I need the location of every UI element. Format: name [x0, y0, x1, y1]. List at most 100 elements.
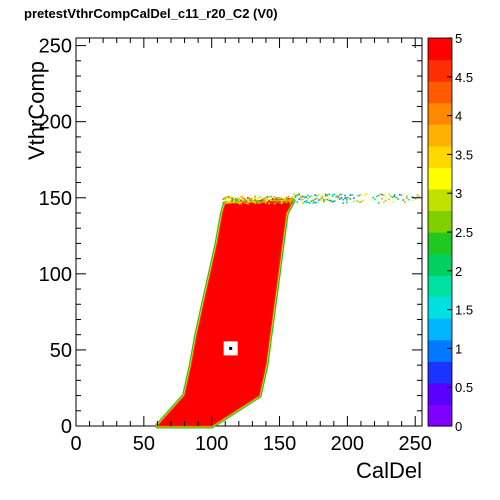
fringe-pixel: [275, 201, 278, 204]
fringe-pixel: [358, 194, 360, 197]
fringe-pixel: [271, 200, 274, 203]
fringe-pixel: [346, 196, 348, 199]
fringe-pixel: [273, 198, 276, 201]
fringe-pixel: [229, 195, 232, 198]
fringe-pixel: [238, 202, 240, 205]
fringe-pixel: [280, 199, 283, 202]
fringe-pixel: [263, 201, 265, 203]
fringe-pixel: [296, 194, 299, 196]
colorbar-swatch: [428, 275, 452, 298]
colorbar-swatch: [428, 339, 452, 362]
fringe-pixel: [317, 193, 320, 196]
fringe-pixel: [238, 198, 240, 200]
fringe-pixel: [314, 198, 316, 201]
fringe-pixel: [254, 195, 256, 198]
fringe-pixel: [240, 203, 242, 205]
colorbar-tick-label: 4: [455, 109, 462, 124]
fringe-pixel: [287, 198, 290, 200]
fringe-pixel: [335, 196, 337, 198]
fringe-pixel: [303, 200, 306, 203]
fringe-pixel: [365, 193, 367, 195]
fringe-pixel: [353, 197, 355, 199]
fringe-pixel: [391, 201, 394, 203]
fringe-pixel: [236, 200, 239, 203]
x-tick-label: 150: [263, 433, 296, 455]
fringe-pixel: [287, 199, 290, 202]
colorbar-swatch: [428, 210, 452, 233]
plot-title: pretestVthrCompCalDel_c11_r20_C2 (V0): [24, 6, 278, 21]
fringe-pixel: [275, 197, 278, 200]
fringe-pixel: [316, 197, 318, 200]
fringe-pixel: [312, 202, 315, 204]
fringe-pixel: [261, 200, 263, 203]
fringe-pixel: [289, 200, 292, 203]
fringe-pixel: [257, 202, 260, 204]
fringe-pixel: [277, 197, 279, 199]
fringe-pixel: [379, 193, 382, 195]
fringe-pixel: [234, 198, 237, 200]
fringe-pixel: [293, 195, 295, 198]
fringe-pixel: [309, 202, 311, 204]
fringe-pixel: [273, 202, 276, 205]
fringe-pixel: [344, 197, 346, 200]
fringe-pixel: [261, 198, 263, 201]
fringe-pixel: [294, 195, 297, 197]
fringe-pixel: [234, 201, 237, 203]
fringe-pixel: [229, 197, 232, 199]
fringe-pixel: [270, 201, 272, 204]
fringe-pixel: [328, 193, 330, 196]
fringe-pixel: [324, 195, 327, 197]
fringe-pixel: [384, 199, 387, 202]
fringe-pixel: [241, 198, 244, 200]
fringe-pixel: [286, 202, 288, 205]
fringe-pixel: [229, 200, 232, 202]
fringe-pixel: [256, 198, 258, 201]
colorbar-swatch: [428, 296, 452, 319]
heatmap-data-layer: [154, 193, 420, 429]
fringe-pixel: [314, 194, 316, 196]
y-tick-label: 200: [39, 112, 72, 134]
fringe-pixel: [231, 197, 233, 200]
fringe-pixel: [393, 194, 396, 196]
colorbar-tick-label: 4.5: [455, 70, 473, 85]
fringe-pixel: [247, 203, 249, 205]
fringe-pixel: [363, 194, 366, 197]
fringe-pixel: [330, 201, 332, 203]
fringe-pixel: [286, 201, 288, 203]
fringe-pixel: [254, 197, 256, 199]
fringe-pixel: [398, 193, 401, 196]
colorbar-tick-label: 2.5: [455, 225, 473, 240]
fringe-pixel: [233, 197, 235, 200]
fringe-pixel: [254, 202, 256, 204]
y-tick-label: 150: [39, 188, 72, 210]
fringe-pixel: [360, 201, 362, 203]
fringe-pixel: [376, 195, 378, 198]
fringe-pixel: [236, 199, 239, 201]
fringe-pixel: [268, 200, 270, 202]
fringe-pixel: [289, 202, 292, 205]
fringe-pixel: [416, 195, 419, 198]
fringe-pixel: [229, 201, 232, 204]
fringe-pixel: [249, 198, 251, 200]
fringe-pixel: [307, 194, 309, 197]
fringe-pixel: [277, 200, 279, 203]
fringe-pixel: [342, 198, 345, 201]
fringe-pixel: [291, 202, 293, 204]
colorbar-swatch: [428, 59, 452, 82]
colorbar-tick-label: 5: [455, 31, 462, 46]
colorbar-swatch: [428, 81, 452, 104]
colorbar-swatch: [428, 382, 452, 406]
y-tick-label: 250: [39, 36, 72, 58]
fringe-pixel: [236, 199, 239, 202]
fringe-pixel: [346, 199, 348, 201]
fringe-pixel: [377, 202, 380, 204]
fringe-pixel: [333, 200, 336, 202]
fringe-pixel: [381, 193, 383, 196]
fringe-pixel: [339, 198, 341, 200]
fringe-pixel: [319, 198, 322, 200]
fringe-pixel: [391, 196, 394, 199]
fringe-pixel: [393, 195, 396, 198]
fringe-pixel: [346, 201, 348, 204]
fringe-pixel: [231, 196, 233, 199]
